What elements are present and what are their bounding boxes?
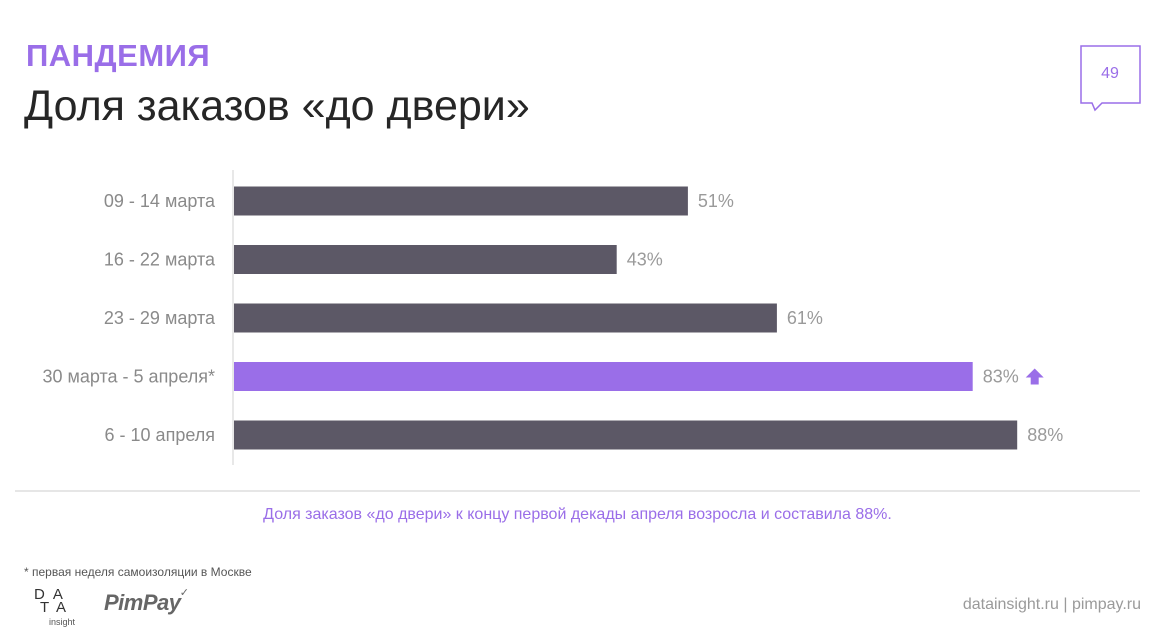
bar [234, 303, 777, 333]
logo-text-line2: TA [40, 599, 75, 616]
bar [234, 420, 1018, 450]
category-label: 09 - 14 марта [104, 191, 216, 211]
page-number: 49 [1101, 65, 1119, 82]
divider [15, 490, 1140, 492]
bar [234, 245, 617, 274]
pimpay-logo: PimPay ✓ [104, 587, 189, 616]
section-label: ПАНДЕМИЯ [26, 38, 211, 73]
value-label: 88% [1027, 425, 1063, 445]
chart-caption: Доля заказов «до двери» к концу первой д… [263, 506, 892, 523]
speech-bubble-icon [1080, 45, 1141, 112]
value-label: 83% [983, 367, 1019, 387]
logo-mark-icon: ✓ [179, 587, 189, 599]
pimpay-logo-text: PimPay [104, 590, 181, 615]
logo-text-line1: DA [34, 586, 71, 603]
footer-sites: datainsight.ru | pimpay.ru [962, 596, 1141, 613]
category-label: 6 - 10 апреля [105, 425, 215, 445]
page-title: Доля заказов «до двери» [24, 82, 530, 130]
logo-text-line3: insight [49, 617, 76, 627]
arrow-up-icon [1025, 368, 1044, 385]
bar-highlight [234, 362, 973, 391]
datainsight-logo: DA TA insight [34, 586, 94, 630]
value-label: 43% [627, 250, 663, 270]
footnote: * первая неделя самоизоляции в Москве [24, 565, 252, 579]
category-label: 30 марта - 5 апреля* [42, 367, 215, 387]
bar [234, 186, 688, 216]
category-label: 16 - 22 марта [104, 250, 216, 270]
page-number-badge: 49 [1080, 45, 1141, 112]
bar-chart: 09 - 14 марта 51% 16 - 22 марта 43% 23 - 29 … [42, 170, 1063, 465]
category-label: 23 - 29 марта [104, 308, 216, 328]
value-label: 61% [787, 308, 823, 328]
value-label: 51% [698, 191, 734, 211]
